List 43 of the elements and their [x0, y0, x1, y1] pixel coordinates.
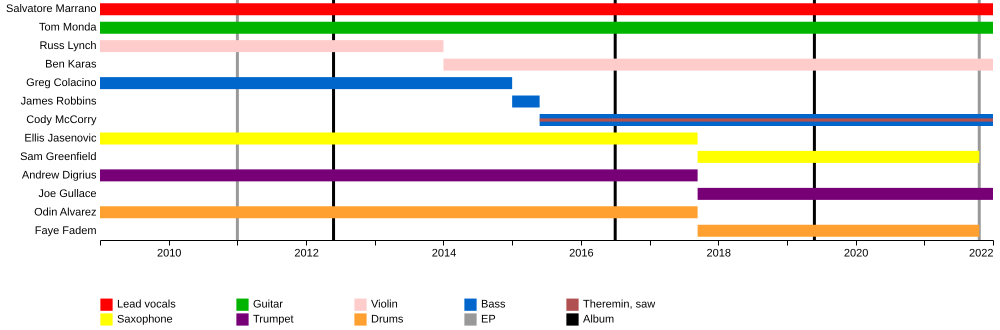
bar [100, 169, 698, 182]
legend-label: Album [583, 314, 614, 326]
legend-label: Lead vocals [117, 298, 176, 311]
y-tick-label: Tom Monda [39, 22, 98, 34]
y-tick-label: Odin Alvarez [34, 206, 96, 218]
y-tick-label: Russ Lynch [39, 40, 96, 52]
bar [540, 118, 993, 122]
legend-label: Theremin, saw [583, 298, 656, 311]
y-tick-label: Ben Karas [45, 58, 97, 71]
x-tick-label: 2022 [969, 248, 994, 260]
bar [698, 150, 980, 163]
x-tick-label: 2012 [294, 248, 319, 260]
x-tick-label: 2010 [156, 248, 182, 260]
bar [100, 3, 993, 16]
bar [698, 224, 980, 237]
x-tick-label: 2014 [432, 248, 456, 260]
legend-label: Saxophone [117, 314, 173, 326]
bar [512, 96, 540, 108]
legend-label: Drums [371, 314, 404, 326]
bar [100, 132, 698, 144]
legend-label: EP [481, 314, 496, 326]
y-tick-label: Sam Greenfield [20, 150, 96, 163]
bar [698, 188, 993, 200]
y-tick-label: Joe Gullace [38, 188, 96, 200]
bar [100, 206, 698, 218]
y-tick-label: Andrew Digrius [22, 169, 97, 182]
y-tick-label: James Robbins [20, 96, 97, 108]
y-tick-label: Cody McCorry [26, 114, 97, 126]
legend-label: Guitar [253, 298, 284, 311]
y-tick-label: Salvatore Marrano [6, 3, 96, 16]
x-tick-label: 2016 [569, 248, 594, 260]
x-tick-label: 2018 [706, 248, 731, 260]
y-tick-label: Faye Fadem [34, 224, 96, 237]
legend-label: Trumpet [253, 314, 294, 326]
y-tick-label: Ellis Jasenovic [24, 132, 97, 144]
bar [100, 40, 444, 52]
bar [443, 58, 993, 71]
bar [100, 22, 993, 34]
x-tick-label: 2020 [844, 248, 868, 260]
legend-label: Bass [481, 298, 506, 311]
y-tick-label: Greg Colacino [26, 77, 96, 90]
bar [100, 77, 512, 90]
legend-label: Violin [371, 298, 398, 311]
